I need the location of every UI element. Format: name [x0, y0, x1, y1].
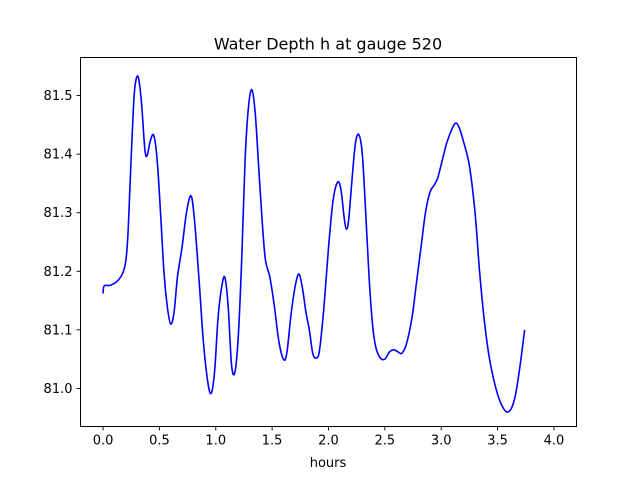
series-line-0	[102, 75, 526, 413]
y-tick-label: 81.3	[44, 206, 73, 221]
x-tick-label: 3.0	[431, 434, 452, 449]
x-tick-label: 1.5	[262, 434, 283, 449]
x-tick-label: 0.0	[93, 434, 114, 449]
x-tick-label: 2.5	[375, 434, 396, 449]
y-axis: 81.0 81.1 81.2 81.3 81.4 81.5	[44, 89, 81, 397]
y-tick-label: 81.0	[44, 382, 73, 397]
x-tick-label: 0.5	[149, 434, 170, 449]
x-tick-label: 4.0	[544, 434, 565, 449]
y-tick-label: 81.5	[44, 89, 73, 104]
y-tick-label: 81.4	[44, 148, 73, 163]
x-tick-label: 3.5	[487, 434, 508, 449]
x-tick-label: 2.0	[318, 434, 339, 449]
x-tick-label: 1.0	[205, 434, 226, 449]
y-tick-label: 81.2	[44, 265, 73, 280]
plot-area	[102, 75, 526, 413]
x-axis: 0.0 0.5 1.0 1.5 2.0 2.5 3.0 3.5 4.0	[93, 426, 565, 449]
x-axis-label: hours	[310, 456, 347, 471]
chart-title: Water Depth h at gauge 520	[214, 35, 442, 54]
y-tick-label: 81.1	[44, 323, 73, 338]
